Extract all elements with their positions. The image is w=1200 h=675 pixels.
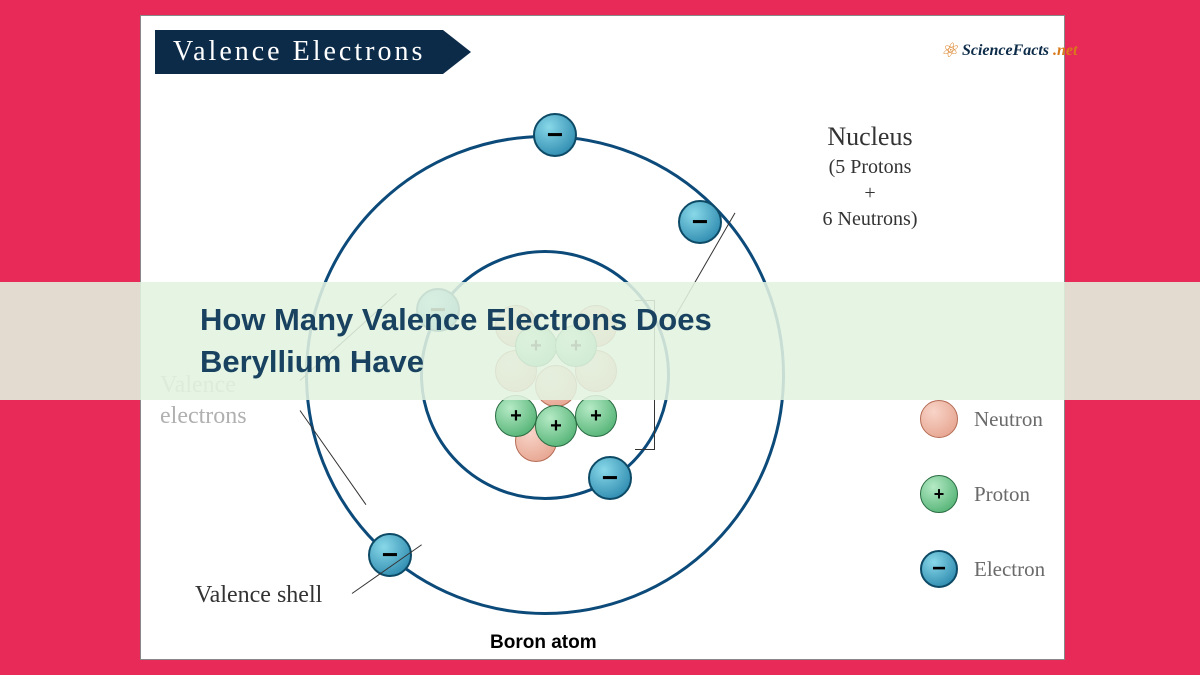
- legend-proton-icon: +: [920, 475, 958, 513]
- logo-text: ScienceFacts: [962, 42, 1049, 60]
- outer-electron: −: [533, 113, 577, 157]
- legend-electron-text: Electron: [974, 557, 1045, 582]
- inner-electron: −: [588, 456, 632, 500]
- legend-neutron-text: Neutron: [974, 407, 1043, 432]
- logo-suffix: .net: [1053, 42, 1077, 60]
- title-banner: Valence Electrons: [155, 30, 443, 74]
- overlay-band: How Many Valence Electrons Does Berylliu…: [0, 282, 1200, 400]
- proton-particle: +: [575, 395, 617, 437]
- proton-particle: +: [535, 405, 577, 447]
- legend-electron: −Electron: [920, 550, 1045, 588]
- nucleus-label: Nucleus (5 Protons + 6 Neutrons): [780, 120, 960, 232]
- proton-particle: +: [495, 395, 537, 437]
- legend-proton-text: Proton: [974, 482, 1030, 507]
- legend-proton: + Proton: [920, 475, 1030, 513]
- overlay-title: How Many Valence Electrons Does Berylliu…: [200, 299, 840, 383]
- legend-neutron: Neutron: [920, 400, 1043, 438]
- outer-electron: −: [678, 200, 722, 244]
- site-logo: ⚛ScienceFacts.net: [940, 38, 1077, 63]
- outer-frame: Valence Electrons⚛ScienceFacts.net+++++−…: [0, 0, 1200, 675]
- valence-shell-label: Valence shell: [195, 580, 322, 611]
- atom-caption: Boron atom: [490, 632, 597, 654]
- legend-neutron-icon: [920, 400, 958, 438]
- legend-electron-icon: −: [920, 550, 958, 588]
